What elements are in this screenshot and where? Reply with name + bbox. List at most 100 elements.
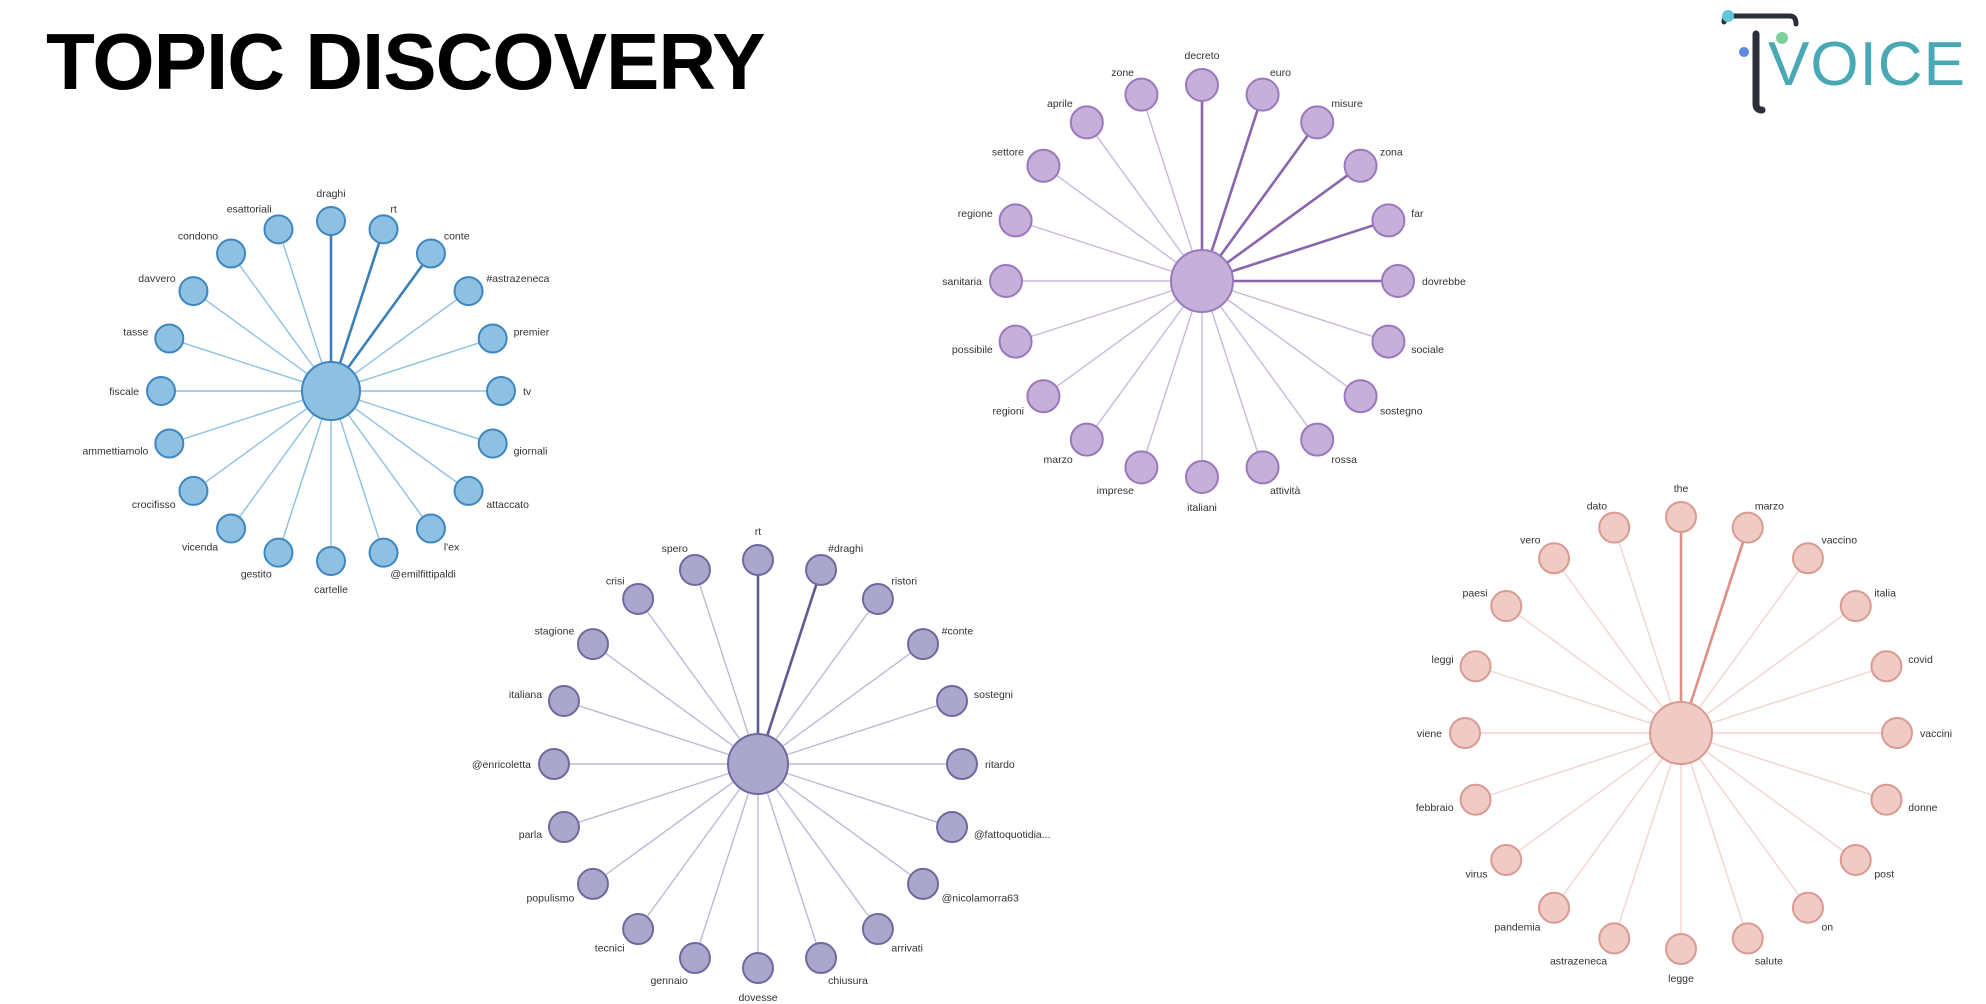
node-label: draghi <box>316 188 345 200</box>
node-italiani[interactable] <box>1185 460 1219 494</box>
node-@fattoquotidia...[interactable] <box>936 811 969 844</box>
edge-salute <box>1680 732 1749 939</box>
node-salute[interactable] <box>1731 922 1764 955</box>
edge-italia <box>1680 605 1857 734</box>
node-settore[interactable] <box>1026 148 1061 183</box>
node-the[interactable] <box>1665 501 1697 533</box>
node-esattoriali[interactable] <box>263 214 294 245</box>
node-chiusura[interactable] <box>805 942 838 975</box>
node-gestito[interactable] <box>263 537 294 568</box>
node-tasse[interactable] <box>154 323 185 354</box>
node-rt[interactable] <box>368 214 399 245</box>
edge-arrivati <box>757 763 879 930</box>
node-crocifisso[interactable] <box>178 475 209 506</box>
node-possibile[interactable] <box>998 324 1033 359</box>
node-marzo[interactable] <box>1731 511 1764 544</box>
node-label: sostegno <box>1380 405 1423 417</box>
node-#astrazeneca[interactable] <box>453 276 484 307</box>
topic-purple-hub[interactable] <box>727 733 789 795</box>
node-marzo[interactable] <box>1069 422 1104 457</box>
node-leggi[interactable] <box>1459 650 1492 683</box>
node-dovesse[interactable] <box>742 952 774 984</box>
node-gennaio[interactable] <box>678 942 711 975</box>
node-italia[interactable] <box>1839 590 1872 623</box>
node-italiana[interactable] <box>547 684 580 717</box>
node-donne[interactable] <box>1870 783 1903 816</box>
node-misure[interactable] <box>1300 105 1335 140</box>
node-vaccino[interactable] <box>1791 542 1824 575</box>
node-attività[interactable] <box>1245 450 1280 485</box>
node-decreto[interactable] <box>1185 68 1219 102</box>
topic-pink-hub[interactable] <box>1649 701 1713 765</box>
node-sociale[interactable] <box>1371 324 1406 359</box>
node-legge[interactable] <box>1665 933 1697 965</box>
node-aprile[interactable] <box>1069 105 1104 140</box>
node-regione[interactable] <box>998 203 1033 238</box>
edge-aprile <box>1086 122 1203 282</box>
node-conte[interactable] <box>415 238 446 269</box>
node-label: fiscale <box>109 386 139 398</box>
node-premier[interactable] <box>477 323 508 354</box>
node-dato[interactable] <box>1598 511 1631 544</box>
node-label: rt <box>390 203 396 215</box>
node-draghi[interactable] <box>316 206 346 236</box>
node-populismo[interactable] <box>576 867 609 900</box>
edge-febbraio <box>1475 732 1682 801</box>
node-giornali[interactable] <box>477 428 508 459</box>
node-sostegno[interactable] <box>1343 379 1378 414</box>
topic-blue-hub[interactable] <box>301 361 361 421</box>
node-zone[interactable] <box>1124 77 1159 112</box>
node-label: regione <box>958 208 993 220</box>
node-virus[interactable] <box>1490 843 1523 876</box>
node-sostegni[interactable] <box>936 684 969 717</box>
node-regioni[interactable] <box>1026 379 1061 414</box>
node-tv[interactable] <box>486 376 516 406</box>
node-parla[interactable] <box>547 811 580 844</box>
node-ristori[interactable] <box>861 582 894 615</box>
node-vero[interactable] <box>1538 542 1571 575</box>
node-vaccini[interactable] <box>1881 717 1913 749</box>
node-@nicolamorra63[interactable] <box>907 867 940 900</box>
node-crisi[interactable] <box>622 582 655 615</box>
node-arrivati[interactable] <box>861 913 894 946</box>
node-cartelle[interactable] <box>316 546 346 576</box>
node-#conte[interactable] <box>907 628 940 661</box>
node-@emilfittipaldi[interactable] <box>368 537 399 568</box>
node-pandemia[interactable] <box>1538 891 1571 924</box>
node-fiscale[interactable] <box>146 376 176 406</box>
node-paesi[interactable] <box>1490 590 1523 623</box>
node-@enricoletta[interactable] <box>538 748 570 780</box>
node-rt[interactable] <box>742 544 774 576</box>
node-label: the <box>1674 483 1689 495</box>
node-label: sostegni <box>974 689 1013 701</box>
node-#draghi[interactable] <box>805 553 838 586</box>
node-viene[interactable] <box>1449 717 1481 749</box>
node-imprese[interactable] <box>1124 450 1159 485</box>
node-far[interactable] <box>1371 203 1406 238</box>
node-zona[interactable] <box>1343 148 1378 183</box>
node-euro[interactable] <box>1245 77 1280 112</box>
node-l'ex[interactable] <box>415 513 446 544</box>
node-on[interactable] <box>1791 891 1824 924</box>
node-rossa[interactable] <box>1300 422 1335 457</box>
node-vicenda[interactable] <box>216 513 247 544</box>
node-astrazeneca[interactable] <box>1598 922 1631 955</box>
node-sanitaria[interactable] <box>989 264 1023 298</box>
node-stagione[interactable] <box>576 628 609 661</box>
node-attaccato[interactable] <box>453 475 484 506</box>
node-condono[interactable] <box>216 238 247 269</box>
node-febbraio[interactable] <box>1459 783 1492 816</box>
node-covid[interactable] <box>1870 650 1903 683</box>
node-ritardo[interactable] <box>946 748 978 780</box>
edge-far <box>1201 219 1389 283</box>
edge-covid <box>1680 665 1887 734</box>
node-dovrebbe[interactable] <box>1381 264 1415 298</box>
node-label: possibile <box>952 344 993 356</box>
node-post[interactable] <box>1839 843 1872 876</box>
node-label: marzo <box>1043 454 1072 466</box>
topic-lilac-hub[interactable] <box>1170 249 1234 313</box>
node-spero[interactable] <box>678 553 711 586</box>
node-ammettiamolo[interactable] <box>154 428 185 459</box>
node-tecnici[interactable] <box>622 913 655 946</box>
node-davvero[interactable] <box>178 276 209 307</box>
